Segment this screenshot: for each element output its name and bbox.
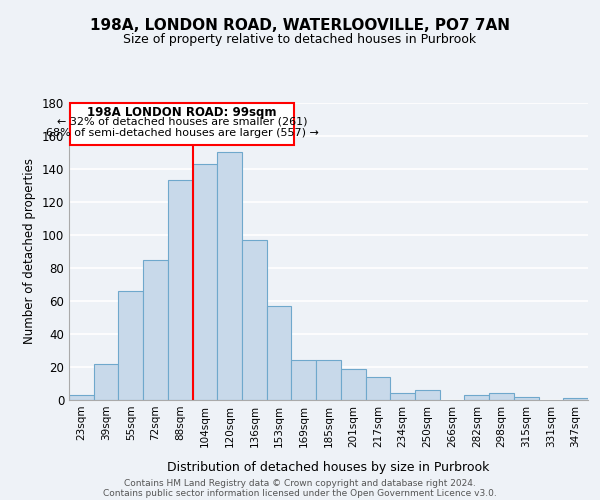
Bar — [415, 390, 440, 400]
Bar — [365, 377, 390, 400]
Bar — [341, 368, 365, 400]
Bar — [168, 180, 193, 400]
Text: 198A, LONDON ROAD, WATERLOOVILLE, PO7 7AN: 198A, LONDON ROAD, WATERLOOVILLE, PO7 7A… — [90, 18, 510, 32]
Bar — [464, 395, 489, 400]
Bar — [217, 152, 242, 400]
Bar — [143, 260, 168, 400]
Bar — [94, 364, 118, 400]
Text: 198A LONDON ROAD: 99sqm: 198A LONDON ROAD: 99sqm — [88, 106, 277, 119]
Text: 68% of semi-detached houses are larger (557) →: 68% of semi-detached houses are larger (… — [46, 128, 319, 138]
Bar — [292, 360, 316, 400]
Bar — [514, 396, 539, 400]
Bar — [390, 394, 415, 400]
Bar — [118, 291, 143, 400]
Bar — [267, 306, 292, 400]
X-axis label: Distribution of detached houses by size in Purbrook: Distribution of detached houses by size … — [167, 461, 490, 474]
Bar — [69, 395, 94, 400]
Y-axis label: Number of detached properties: Number of detached properties — [23, 158, 36, 344]
Bar — [316, 360, 341, 400]
Text: ← 32% of detached houses are smaller (261): ← 32% of detached houses are smaller (26… — [57, 116, 307, 126]
Bar — [242, 240, 267, 400]
Bar — [563, 398, 588, 400]
FancyBboxPatch shape — [70, 104, 294, 146]
Bar — [193, 164, 217, 400]
Text: Contains HM Land Registry data © Crown copyright and database right 2024.: Contains HM Land Registry data © Crown c… — [124, 478, 476, 488]
Text: Contains public sector information licensed under the Open Government Licence v3: Contains public sector information licen… — [103, 488, 497, 498]
Bar — [489, 394, 514, 400]
Text: Size of property relative to detached houses in Purbrook: Size of property relative to detached ho… — [124, 32, 476, 46]
